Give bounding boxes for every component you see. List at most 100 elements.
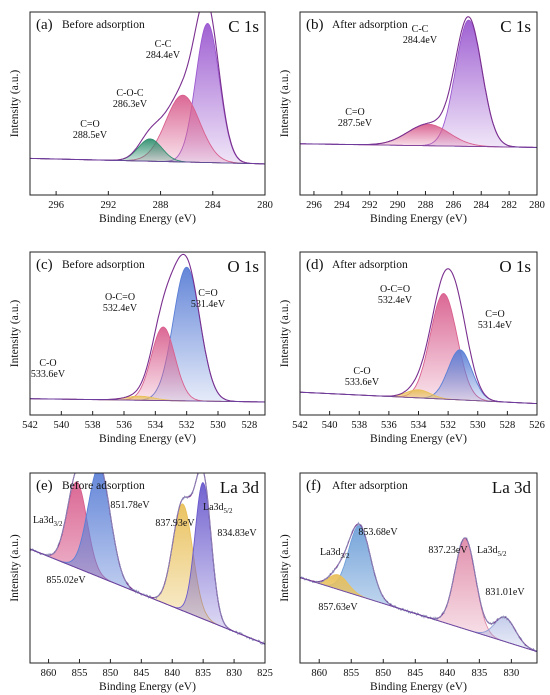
x-axis-label: Binding Energy (eV) xyxy=(370,213,467,225)
x-tick-label: 860 xyxy=(311,668,327,679)
peak-energy: 531.4eV xyxy=(478,320,513,331)
peak-energy: 851.78eV xyxy=(110,500,150,511)
y-axis-label: Intensity (a.u.) xyxy=(9,70,21,138)
panel-e: 860 855 850 845 840 835 830 825 Binding Energy (… xyxy=(9,472,273,693)
baseline-3 xyxy=(300,391,537,404)
panel-tag: (e) xyxy=(36,478,53,494)
panel-tag: (f) xyxy=(306,478,321,494)
raw-data-5 xyxy=(300,521,537,653)
x-tick-label: 534 xyxy=(411,420,428,431)
x-tick-label: 288 xyxy=(153,200,169,211)
panel-subtitle: After adsorption xyxy=(332,480,408,492)
x-tick-label: 284 xyxy=(473,200,490,211)
peak-name: C=O xyxy=(345,107,365,118)
x-tick-label: 286 xyxy=(445,200,461,211)
peak-energy: 853.68eV xyxy=(358,527,398,538)
peak-energy: 834.83eV xyxy=(217,528,257,539)
region-label: La3d3/2 xyxy=(320,547,350,560)
x-tick-label: 825 xyxy=(257,668,273,679)
panel-subtitle: Before adsorption xyxy=(62,259,145,271)
x-tick-label: 290 xyxy=(390,200,406,211)
raw-data-4 xyxy=(30,473,265,646)
panel-tag: (d) xyxy=(306,257,324,273)
x-axis-label: Binding Energy (eV) xyxy=(370,681,467,693)
x-tick-label: 542 xyxy=(22,420,38,431)
baseline-5 xyxy=(300,577,537,652)
peak-name: O-C=O xyxy=(380,284,410,295)
x-tick-label: 530 xyxy=(470,420,486,431)
x-tick-label: 296 xyxy=(48,200,64,211)
peak-energy: 857.63eV xyxy=(318,602,358,613)
plot-frame xyxy=(299,11,538,196)
x-axis-label: Binding Energy (eV) xyxy=(370,433,467,445)
core-level-label: La 3d xyxy=(220,478,260,497)
peak-energy: 287.5eV xyxy=(338,118,373,129)
peak-energy: 837.23eV xyxy=(428,545,468,556)
x-tick-label: 280 xyxy=(257,200,273,211)
x-tick-label: 830 xyxy=(504,668,520,679)
x-tick-label: 542 xyxy=(292,420,308,431)
x-axis-label: Binding Energy (eV) xyxy=(99,681,196,693)
peak-energy: 831.01eV xyxy=(485,587,525,598)
panel-tag: (a) xyxy=(36,17,53,33)
core-level-label: C 1s xyxy=(228,17,259,36)
y-axis-label: Intensity (a.u.) xyxy=(9,300,21,368)
baseline-2 xyxy=(30,398,265,403)
panel-c: 542 540 538 536 534 532 530 528 Binding Energy (… xyxy=(9,251,266,445)
region-label: La3d5/2 xyxy=(203,502,233,515)
panel-subtitle: Before adsorption xyxy=(62,480,145,492)
peak-name: C-O-C xyxy=(116,88,144,99)
x-tick-label: 282 xyxy=(501,200,517,211)
y-axis-label: Intensity (a.u.) xyxy=(279,70,291,138)
x-tick-label: 296 xyxy=(306,200,322,211)
peak-energy: 284.4eV xyxy=(403,35,438,46)
x-tick-label: 540 xyxy=(322,420,338,431)
core-level-label: C 1s xyxy=(500,17,531,36)
panel-tag: (b) xyxy=(306,17,324,33)
peak-name: C=O xyxy=(485,309,505,320)
x-tick-label: 292 xyxy=(362,200,378,211)
x-tick-label: 855 xyxy=(343,668,359,679)
x-tick-label: 538 xyxy=(85,420,101,431)
x-tick-label: 532 xyxy=(440,420,456,431)
x-tick-label: 830 xyxy=(226,668,242,679)
plot-frame xyxy=(299,472,538,664)
x-tick-label: 530 xyxy=(210,420,226,431)
y-axis-label: Intensity (a.u.) xyxy=(9,534,21,602)
x-tick-label: 536 xyxy=(116,420,132,431)
peak-energy: 532.4eV xyxy=(103,303,138,314)
core-level-label: O 1s xyxy=(499,257,531,276)
baseline-0 xyxy=(30,158,265,165)
region-label: La3d3/2 xyxy=(33,515,63,528)
peak-energy: 531.4eV xyxy=(191,299,226,310)
baseline-1 xyxy=(300,143,537,148)
x-tick-label: 850 xyxy=(103,668,119,679)
x-tick-label: 538 xyxy=(351,420,367,431)
panel-b: 296 294 292 290 288 286 284 282 280 Binding Energ… xyxy=(279,11,545,225)
peak-energy: 288.5eV xyxy=(73,130,108,141)
plot-frame xyxy=(29,11,266,196)
y-axis-label: Intensity (a.u.) xyxy=(279,534,291,602)
panel-subtitle: After adsorption xyxy=(332,19,408,31)
baseline-4 xyxy=(30,548,265,645)
x-tick-label: 288 xyxy=(418,200,434,211)
peak-name: C=O xyxy=(198,288,218,299)
panel-subtitle: Before adsorption xyxy=(62,19,145,31)
plot-frame xyxy=(29,251,266,416)
x-tick-label: 840 xyxy=(439,668,455,679)
x-tick-label: 280 xyxy=(529,200,545,211)
x-axis-label: Binding Energy (eV) xyxy=(99,213,196,225)
panel-subtitle: After adsorption xyxy=(332,259,408,271)
x-tick-label: 845 xyxy=(133,668,149,679)
panel-d: 542 540 538 536 534 532 530 528 526 Binding Energ… xyxy=(279,251,545,445)
peak-name: C-O xyxy=(353,366,370,377)
x-tick-label: 855 xyxy=(72,668,88,679)
x-tick-label: 536 xyxy=(381,420,397,431)
plot-frame xyxy=(29,472,266,664)
x-tick-label: 294 xyxy=(334,200,351,211)
x-tick-label: 532 xyxy=(179,420,195,431)
x-axis-label: Binding Energy (eV) xyxy=(99,433,196,445)
core-level-label: O 1s xyxy=(227,257,259,276)
x-tick-label: 292 xyxy=(100,200,116,211)
